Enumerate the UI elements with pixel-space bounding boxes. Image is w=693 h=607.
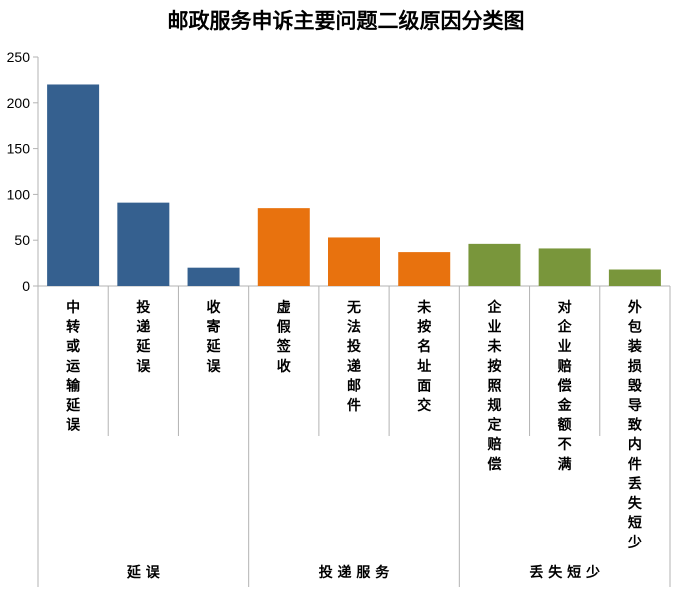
chart-title: 邮政服务申诉主要问题二级原因分类图 — [168, 8, 525, 33]
bar — [187, 267, 240, 286]
category-label: 投递延误 — [135, 300, 151, 375]
y-tick-label: 200 — [7, 95, 31, 111]
bar — [538, 248, 591, 286]
category-label: 虚假签收 — [276, 299, 292, 375]
y-tick-label: 0 — [22, 278, 30, 294]
category-label: 企业未按照规定赔偿 — [486, 299, 502, 473]
category-label: 未按名址面交 — [417, 299, 432, 414]
bar — [47, 84, 100, 286]
category-label: 外包装损毁导致内件丢失短少 — [627, 299, 643, 551]
y-tick-label: 150 — [7, 141, 31, 157]
category-label: 中转或运输延误 — [65, 299, 81, 434]
group-label: 延 误 — [126, 564, 161, 581]
bar — [328, 237, 380, 286]
category-label: 对企业赔偿金额不满 — [557, 299, 573, 473]
plot-area: 0 50 100 150 200 250 中转或运输延误 投递延误 收寄延误 虚假签收 无法投递邮件… — [7, 49, 671, 587]
group-label: 投 递 服 务 — [319, 564, 391, 581]
group-label: 丢 失 短 少 — [529, 564, 600, 581]
y-tick-label: 50 — [14, 232, 30, 248]
y-tick-label: 250 — [7, 49, 31, 65]
bar — [117, 202, 170, 286]
bar — [398, 252, 451, 286]
bar — [257, 208, 310, 286]
category-label: 无法投递邮件 — [346, 300, 361, 414]
category-label: 收寄延误 — [206, 299, 222, 375]
bar — [608, 269, 661, 286]
bar — [468, 243, 521, 286]
y-tick-label: 100 — [7, 186, 31, 202]
